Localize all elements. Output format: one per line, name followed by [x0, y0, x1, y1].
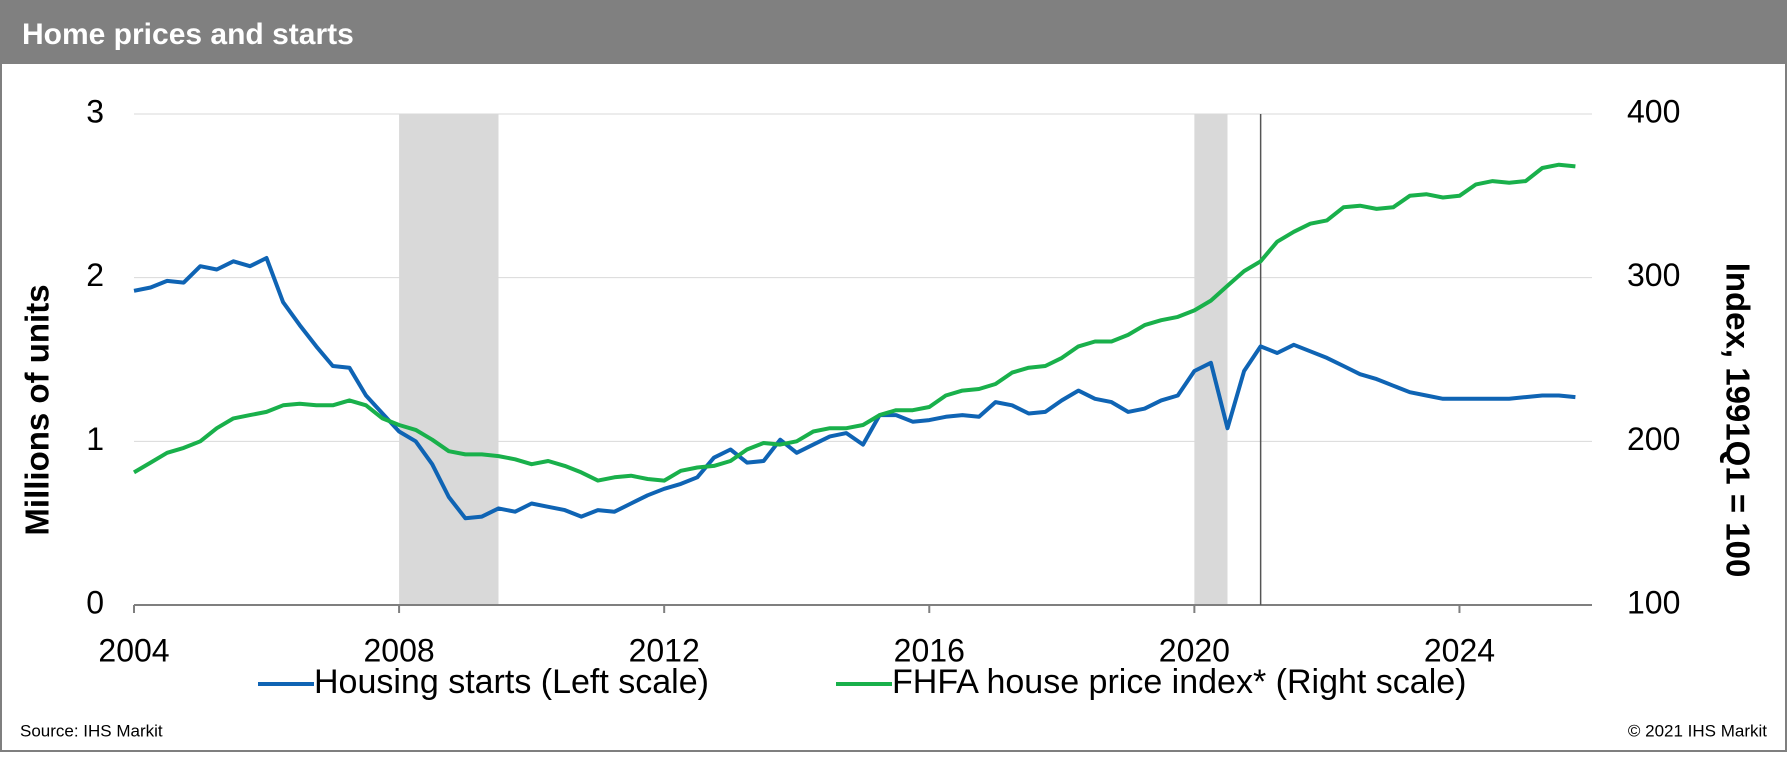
- chart-title: Home prices and starts: [22, 18, 354, 51]
- recession-shade: [1194, 114, 1228, 605]
- series-line: [132, 162, 1576, 483]
- series-line: [133, 256, 1576, 521]
- y2-axis-title: Index, 1991Q1 = 100: [1719, 263, 1756, 578]
- header-bar: [0, 0, 1787, 64]
- x-tick-label: 2004: [98, 632, 169, 668]
- x-tick-label: 2020: [1159, 632, 1230, 668]
- x-tick-label: 2008: [363, 632, 434, 668]
- y-tick-label: 0: [86, 584, 104, 620]
- legend-label: FHFA house price index* (Right scale): [892, 663, 1466, 701]
- x-tick-label: 2016: [894, 632, 965, 668]
- x-tick-label: 2012: [629, 632, 700, 668]
- y-tick-label: 2: [86, 257, 104, 293]
- copyright: © 2021 IHS Markit: [1628, 721, 1767, 740]
- y-tick-label: 3: [86, 93, 104, 129]
- y-axis-title: Millions of units: [19, 284, 56, 535]
- x-tick-label: 2024: [1424, 632, 1495, 668]
- recession-shade: [399, 114, 499, 605]
- y2-tick-label: 400: [1627, 93, 1680, 129]
- legend-label: Housing starts (Left scale): [314, 663, 709, 701]
- y2-tick-label: 100: [1627, 584, 1680, 620]
- y2-tick-label: 200: [1627, 421, 1680, 457]
- source: Source: IHS Markit: [20, 721, 163, 740]
- y-tick-label: 1: [86, 421, 104, 457]
- y2-tick-label: 300: [1627, 257, 1680, 293]
